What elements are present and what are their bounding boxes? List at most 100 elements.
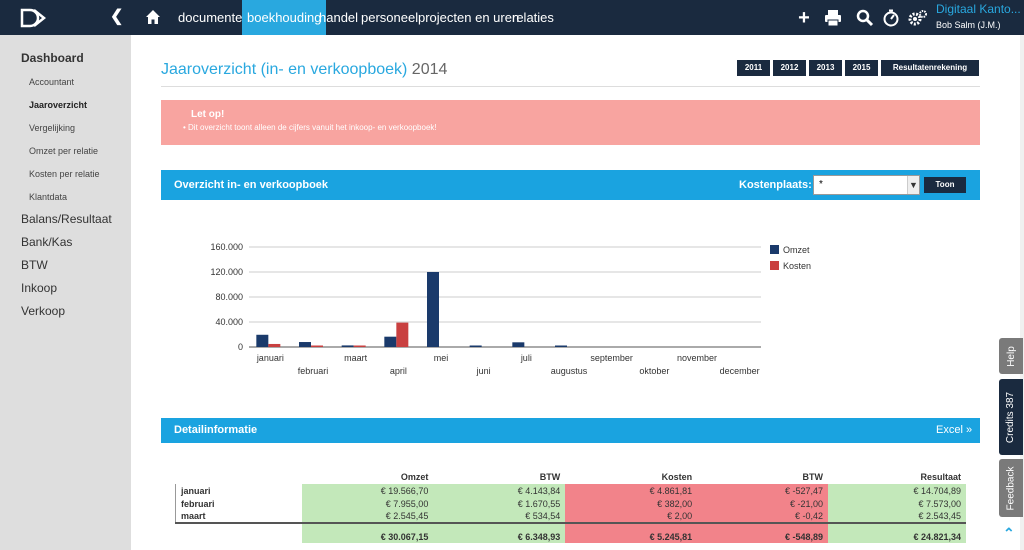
- timer-icon[interactable]: [882, 9, 900, 27]
- bar-omzet: [341, 345, 354, 347]
- credits-tab-label: Credits 387: [1005, 391, 1017, 443]
- bar-omzet: [512, 342, 525, 347]
- legend-swatch: [770, 245, 779, 254]
- legend-label: Omzet: [783, 245, 810, 255]
- nav-relaties[interactable]: relaties: [512, 10, 554, 25]
- search-icon[interactable]: [856, 9, 874, 27]
- x-tick-label: september: [590, 353, 633, 363]
- totals-row: € 30.067,15 € 6.348,93 € 5.245,81 € -548…: [175, 522, 966, 543]
- x-tick-label: maart: [344, 353, 368, 363]
- cell-btw-omzet: € 534,54: [433, 510, 566, 523]
- sidebar-item-dashboard[interactable]: Dashboard: [21, 51, 84, 65]
- cell-btw-kosten: € -21,00: [697, 497, 829, 510]
- bar-omzet: [427, 272, 439, 347]
- header-kosten: Kosten: [661, 472, 693, 482]
- cell-month: februari: [175, 497, 303, 510]
- excel-link[interactable]: Excel »: [936, 424, 973, 436]
- sidebar-item-omzet-per-relatie[interactable]: Omzet per relatie: [29, 146, 99, 156]
- detail-table: Omzet BTW Kosten BTW Resultaat januari €…: [175, 468, 966, 543]
- sidebar-item-bank-kas[interactable]: Bank/Kas: [21, 235, 73, 249]
- year-button-2013[interactable]: 2013: [809, 60, 842, 76]
- sidebar-item-vergelijking[interactable]: Vergelijking: [29, 123, 76, 133]
- cell-month: januari: [175, 484, 303, 497]
- sidebar-item-kosten-per-relatie[interactable]: Kosten per relatie: [29, 169, 100, 179]
- x-tick-label: augustus: [551, 366, 588, 376]
- bar-omzet: [469, 345, 482, 347]
- kostenplaats-value: *: [819, 179, 823, 190]
- cell-kosten: € 382,00: [565, 497, 698, 510]
- table-row: februari € 7.955,00 € 1.670,55 € 382,00 …: [175, 497, 966, 510]
- sidebar-item-verkoop[interactable]: Verkoop: [21, 304, 66, 318]
- top-bar: ❮ documenten boekhouding handel personee…: [0, 0, 1024, 35]
- feedback-tab-label: Feedback: [1005, 466, 1017, 510]
- nav-personeel[interactable]: personeel: [361, 10, 419, 25]
- alert-message-text: Dit overzicht toont alleen de cijfers va…: [188, 123, 437, 132]
- bar-kosten: [311, 345, 323, 347]
- total-btw-omzet: € 6.348,93: [433, 522, 566, 543]
- bar-chart: 0 40.000 80.000 120.000 160.000 januari februa…: [210, 242, 811, 376]
- header-btw-kosten: BTW: [802, 472, 824, 482]
- cell-btw-kosten: € -527,47: [697, 484, 829, 497]
- nav-projecten-en-uren[interactable]: projecten en uren: [418, 10, 520, 25]
- sidebar-item-inkoop[interactable]: Inkoop: [21, 281, 58, 295]
- x-tick-label: november: [677, 353, 717, 363]
- legend-swatch: [770, 261, 779, 270]
- bar-omzet: [384, 336, 397, 347]
- year-button-2012[interactable]: 2012: [773, 60, 806, 76]
- cell-total-label: [175, 522, 303, 543]
- sidebar-item-balans-resultaat[interactable]: Balans/Resultaat: [21, 212, 112, 226]
- nav-documenten[interactable]: documenten: [178, 10, 250, 25]
- back-chevron-icon[interactable]: ❮: [110, 8, 124, 25]
- cell-omzet: € 2.545,45: [302, 510, 434, 523]
- credits-tab[interactable]: Credits 387: [999, 379, 1023, 455]
- company-name[interactable]: Digitaal Kanto...: [936, 2, 1021, 16]
- bar-omzet: [299, 342, 311, 347]
- year-button-2015[interactable]: 2015: [845, 60, 878, 76]
- main-content: Jaaroverzicht (in- en verkoopboek) 2014 …: [131, 35, 1020, 550]
- home-icon[interactable]: [145, 8, 161, 26]
- table-header-row: Omzet BTW Kosten BTW Resultaat: [176, 468, 967, 484]
- scroll-up-icon[interactable]: ⌃: [1003, 525, 1015, 541]
- plus-icon[interactable]: +: [798, 7, 810, 29]
- legend-label: Kosten: [783, 261, 811, 271]
- cell-btw-kosten: € -0,42: [697, 510, 829, 523]
- kostenplaats-select[interactable]: * ▼: [813, 175, 920, 195]
- title-divider: [161, 86, 980, 87]
- chevron-down-icon[interactable]: ▼: [907, 176, 919, 194]
- toon-button[interactable]: Toon: [924, 177, 966, 193]
- nav-boekhouding[interactable]: boekhouding: [242, 0, 327, 35]
- x-tick-label: december: [720, 366, 760, 376]
- y-tick-label: 160.000: [210, 242, 243, 252]
- table-row: maart € 2.545,45 € 534,54 € 2,00 € -0,42…: [175, 510, 966, 523]
- sidebar-item-klantdata[interactable]: Klantdata: [29, 192, 68, 202]
- x-tick-label: mei: [434, 353, 449, 363]
- cell-resultaat: € 14.704,89: [828, 484, 966, 497]
- kostenplaats-label: Kostenplaats:: [739, 179, 812, 191]
- x-tick-label: februari: [298, 366, 329, 376]
- bar-kosten: [353, 345, 366, 347]
- cell-omzet: € 7.955,00: [302, 497, 434, 510]
- sidebar-item-accountant[interactable]: Accountant: [29, 77, 75, 87]
- sidebar: Dashboard Accountant Jaaroverzicht Verge…: [0, 35, 131, 550]
- help-tab[interactable]: Help: [999, 338, 1023, 374]
- logo-icon[interactable]: [20, 8, 46, 28]
- feedback-tab[interactable]: Feedback: [999, 459, 1023, 517]
- cell-omzet: € 19.566,70: [302, 484, 434, 497]
- y-tick-label: 40.000: [215, 317, 243, 327]
- cell-month: maart: [175, 510, 303, 523]
- y-tick-label: 80.000: [215, 292, 243, 302]
- alert-box: Let op! • Dit overzicht toont alleen de …: [161, 100, 980, 145]
- cell-kosten: € 4.861,81: [565, 484, 698, 497]
- year-button-2011[interactable]: 2011: [737, 60, 770, 76]
- x-tick-label: juli: [520, 353, 532, 363]
- print-icon[interactable]: [824, 9, 842, 27]
- alert-title: Let op!: [191, 109, 225, 120]
- sidebar-item-btw[interactable]: BTW: [21, 258, 48, 272]
- nav-handel[interactable]: handel: [319, 10, 359, 25]
- y-tick-label: 120.000: [210, 267, 243, 277]
- header-btw-omzet: BTW: [539, 472, 561, 482]
- x-tick-label: januari: [256, 353, 284, 363]
- sidebar-item-jaaroverzicht[interactable]: Jaaroverzicht: [29, 100, 88, 110]
- resultatenrekening-button[interactable]: Resultatenrekening: [881, 60, 979, 76]
- settings-icon[interactable]: [908, 9, 928, 27]
